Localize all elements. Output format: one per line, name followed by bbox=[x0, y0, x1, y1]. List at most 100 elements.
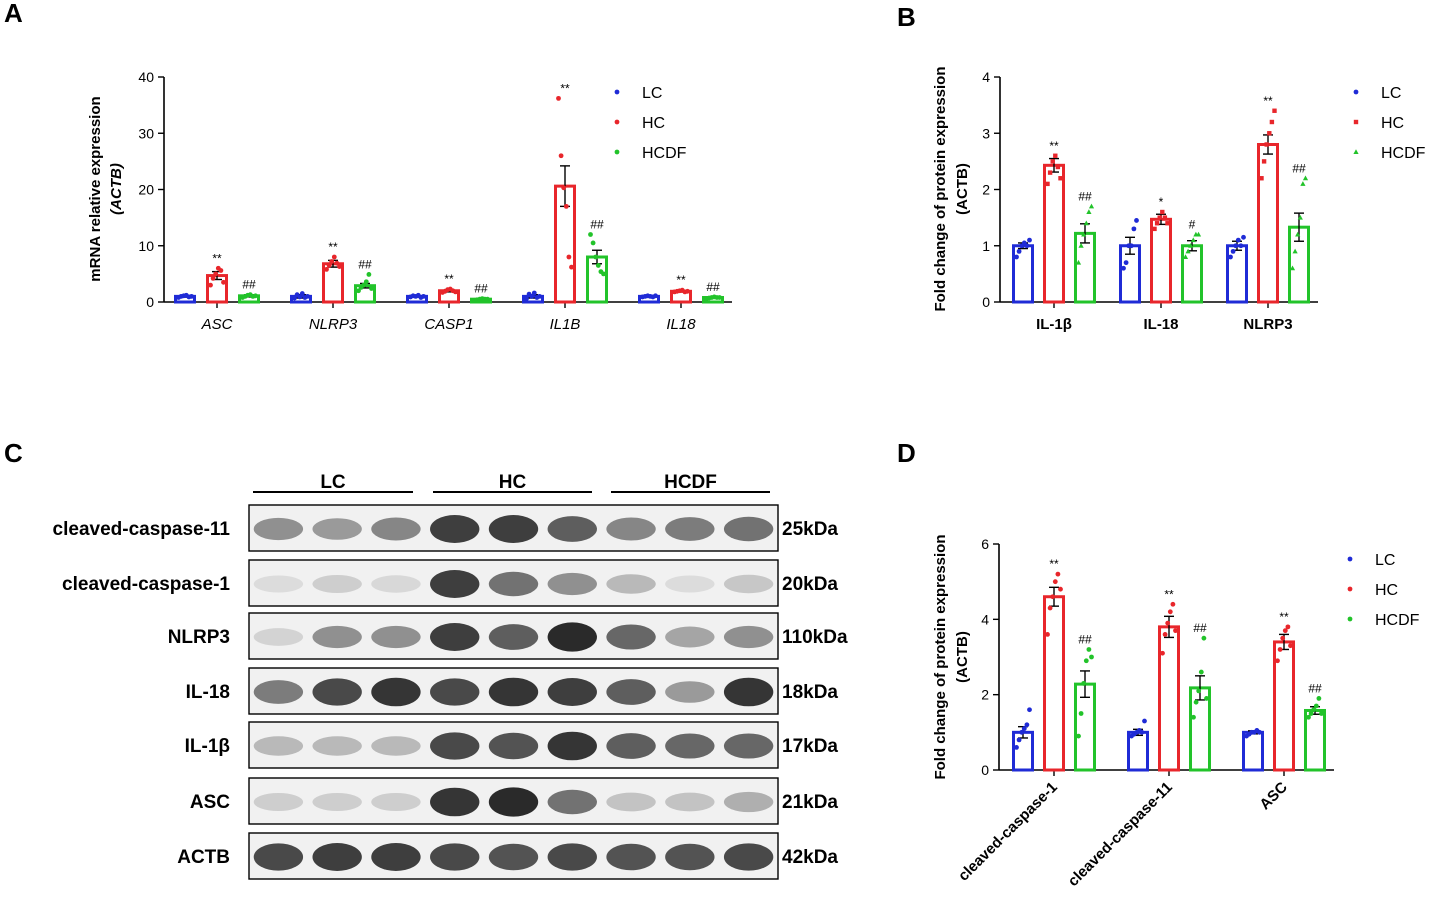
blot-size-label: 18kDa bbox=[782, 682, 838, 703]
bar bbox=[1043, 595, 1065, 772]
significance-mark: ## bbox=[358, 257, 372, 271]
data-point bbox=[337, 264, 342, 269]
blot-band bbox=[723, 843, 774, 871]
data-point bbox=[563, 203, 569, 209]
data-point bbox=[685, 288, 690, 294]
chart-d: 0 2 4 6 Fold change of protein expression (AC… bbox=[932, 534, 1420, 889]
blot-band bbox=[547, 622, 597, 652]
significance-mark: ## bbox=[1193, 621, 1207, 635]
blot-band bbox=[606, 624, 656, 650]
blot-protein-label: ACTB bbox=[177, 847, 230, 868]
data-point bbox=[421, 293, 426, 299]
data-point bbox=[1311, 707, 1317, 713]
x-tick-label: NLRP3 bbox=[1243, 316, 1292, 333]
data-point bbox=[218, 268, 224, 273]
blot-band bbox=[488, 787, 539, 817]
significance-mark: ** bbox=[328, 240, 338, 254]
data-point bbox=[1282, 628, 1288, 634]
blot-band bbox=[253, 517, 304, 541]
legend-label: HC bbox=[1381, 115, 1404, 132]
x-tick-label: IL-18 bbox=[1143, 316, 1178, 333]
blot-protein-label: IL-18 bbox=[186, 682, 230, 703]
data-point bbox=[1201, 635, 1207, 641]
data-point bbox=[537, 293, 542, 299]
blot-band bbox=[371, 792, 421, 812]
data-point bbox=[324, 266, 329, 272]
blot-band bbox=[371, 517, 421, 541]
bar bbox=[1012, 244, 1034, 304]
legend-marker bbox=[1353, 149, 1359, 154]
y-tick-label: 4 bbox=[981, 611, 989, 627]
data-point bbox=[1019, 729, 1025, 735]
significance-mark: ## bbox=[474, 282, 488, 296]
legend-marker bbox=[614, 119, 620, 125]
blot-band bbox=[665, 843, 715, 871]
data-point bbox=[292, 295, 297, 301]
data-point bbox=[1086, 647, 1092, 652]
significance-mark: ## bbox=[706, 280, 720, 294]
blot-band bbox=[488, 732, 539, 760]
data-point bbox=[305, 293, 310, 299]
blot-band bbox=[606, 792, 656, 812]
data-point bbox=[556, 95, 561, 101]
legend-marker bbox=[1347, 586, 1353, 592]
blot-band bbox=[665, 626, 715, 648]
data-point bbox=[1154, 221, 1160, 226]
x-tick-label: NLRP3 bbox=[309, 316, 358, 333]
data-point bbox=[1288, 643, 1293, 649]
blot-band bbox=[665, 733, 715, 759]
significance-mark: ** bbox=[212, 251, 222, 265]
blot-band bbox=[606, 679, 656, 705]
y-axis-title: Fold change of protein expression bbox=[932, 66, 949, 311]
blot-band bbox=[371, 625, 421, 649]
data-point bbox=[1170, 601, 1176, 607]
blot-band bbox=[430, 570, 480, 598]
blot-band bbox=[430, 678, 480, 706]
data-point bbox=[1160, 209, 1165, 215]
blot-band bbox=[665, 575, 715, 593]
data-point bbox=[1083, 220, 1089, 226]
legend-label: HC bbox=[1375, 582, 1398, 599]
legend-label: HCDF bbox=[1381, 145, 1426, 162]
significance-mark: ** bbox=[560, 81, 570, 95]
y-tick-label: 10 bbox=[138, 238, 154, 254]
legend-marker bbox=[1347, 616, 1353, 622]
data-point bbox=[1191, 714, 1196, 720]
blot-band bbox=[488, 571, 539, 597]
significance-mark: ** bbox=[1279, 610, 1289, 624]
data-point bbox=[326, 263, 332, 268]
data-point bbox=[1078, 242, 1084, 248]
data-point bbox=[1259, 176, 1264, 181]
significance-mark: ## bbox=[1308, 681, 1322, 695]
blot-group-label: HC bbox=[499, 472, 527, 493]
bar bbox=[1257, 143, 1279, 304]
data-point bbox=[1016, 737, 1022, 743]
blot-band bbox=[371, 575, 421, 593]
x-tick-label: cleaved-caspase-11 bbox=[1065, 779, 1176, 890]
bar bbox=[1226, 244, 1248, 304]
blot-band bbox=[665, 517, 715, 541]
y-tick-label: 0 bbox=[146, 294, 154, 310]
y-tick-label: 0 bbox=[982, 294, 990, 310]
x-tick-label: cleaved-caspase-1 bbox=[955, 779, 1061, 885]
data-point bbox=[1308, 711, 1314, 716]
data-point bbox=[1027, 237, 1032, 243]
blot-band bbox=[606, 843, 656, 871]
blot-band bbox=[312, 625, 362, 649]
data-point bbox=[356, 288, 361, 294]
data-point bbox=[1076, 733, 1081, 739]
data-point bbox=[566, 254, 572, 260]
significance-mark: ** bbox=[1049, 139, 1059, 153]
data-point bbox=[1302, 175, 1309, 181]
data-point bbox=[1152, 226, 1157, 232]
bar bbox=[1158, 625, 1180, 772]
blot-band bbox=[312, 843, 362, 871]
data-point bbox=[1134, 218, 1139, 223]
blot-band bbox=[723, 677, 774, 707]
legend-label: HCDF bbox=[642, 145, 687, 162]
data-point bbox=[1016, 248, 1022, 254]
data-point bbox=[1241, 234, 1246, 240]
blot-band bbox=[430, 623, 480, 651]
data-point bbox=[1285, 624, 1291, 630]
data-point bbox=[1233, 243, 1239, 249]
